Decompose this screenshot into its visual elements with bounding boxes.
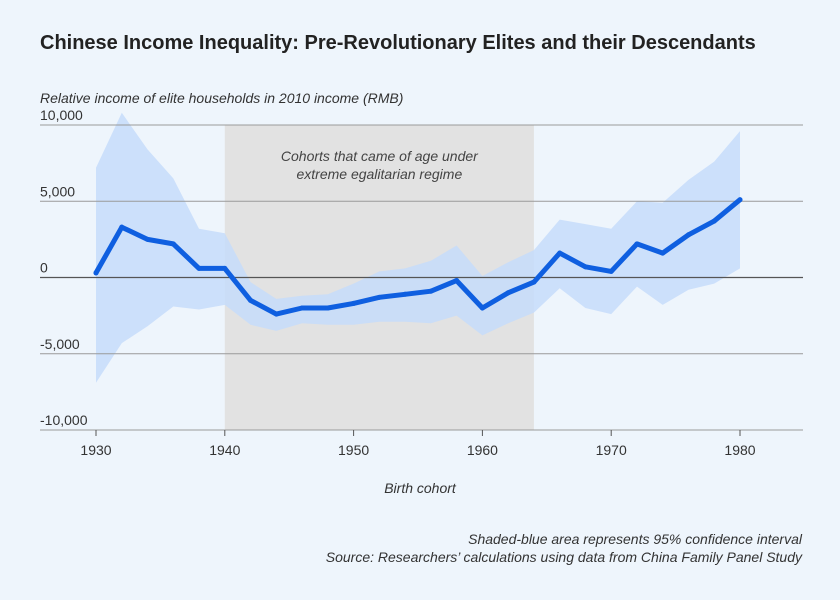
region-annotation-line1: Cohorts that came of age under bbox=[281, 148, 479, 164]
data-point bbox=[582, 264, 588, 270]
data-point bbox=[248, 297, 254, 303]
y-tick-label: -10,000 bbox=[40, 412, 88, 428]
x-axis-label: Birth cohort bbox=[384, 480, 456, 496]
region-annotation-line2: extreme egalitarian regime bbox=[296, 166, 462, 182]
data-point bbox=[402, 291, 408, 297]
data-point bbox=[454, 278, 460, 284]
x-tick-label: 1980 bbox=[724, 442, 755, 458]
y-axis-label: Relative income of elite households in 2… bbox=[40, 90, 404, 106]
data-point bbox=[351, 300, 357, 306]
data-point bbox=[145, 236, 151, 242]
x-tick-label: 1950 bbox=[338, 442, 369, 458]
y-tick-label: -5,000 bbox=[40, 336, 80, 352]
data-point bbox=[325, 305, 331, 311]
x-tick-label: 1930 bbox=[80, 442, 111, 458]
confidence-interval-note: Shaded-blue area represents 95% confiden… bbox=[468, 531, 802, 547]
chart-title: Chinese Income Inequality: Pre-Revolutio… bbox=[40, 32, 756, 54]
data-point bbox=[222, 265, 228, 271]
data-point bbox=[376, 294, 382, 300]
income-series-line bbox=[93, 197, 743, 317]
data-point bbox=[557, 250, 563, 256]
data-point bbox=[737, 197, 743, 203]
y-tick-label: 5,000 bbox=[40, 183, 75, 199]
data-point bbox=[505, 290, 511, 296]
data-point bbox=[608, 268, 614, 274]
x-tick-label: 1940 bbox=[209, 442, 240, 458]
data-point bbox=[660, 250, 666, 256]
y-tick-label: 10,000 bbox=[40, 107, 83, 123]
data-point bbox=[634, 241, 640, 247]
source-note: Source: Researchers’ calculations using … bbox=[325, 549, 802, 565]
x-tick-label: 1970 bbox=[596, 442, 627, 458]
confidence-band bbox=[96, 112, 740, 383]
data-point bbox=[170, 241, 176, 247]
x-tick-label: 1960 bbox=[467, 442, 498, 458]
data-point bbox=[428, 288, 434, 294]
data-point bbox=[273, 311, 279, 317]
data-point bbox=[119, 224, 125, 230]
data-point bbox=[531, 279, 537, 285]
data-point bbox=[685, 232, 691, 238]
data-point bbox=[711, 218, 717, 224]
data-point bbox=[299, 305, 305, 311]
chart-notes: Shaded-blue area represents 95% confiden… bbox=[326, 530, 802, 566]
data-point bbox=[93, 270, 99, 276]
y-tick-label: 0 bbox=[40, 260, 48, 276]
data-point bbox=[196, 265, 202, 271]
data-point bbox=[479, 305, 485, 311]
